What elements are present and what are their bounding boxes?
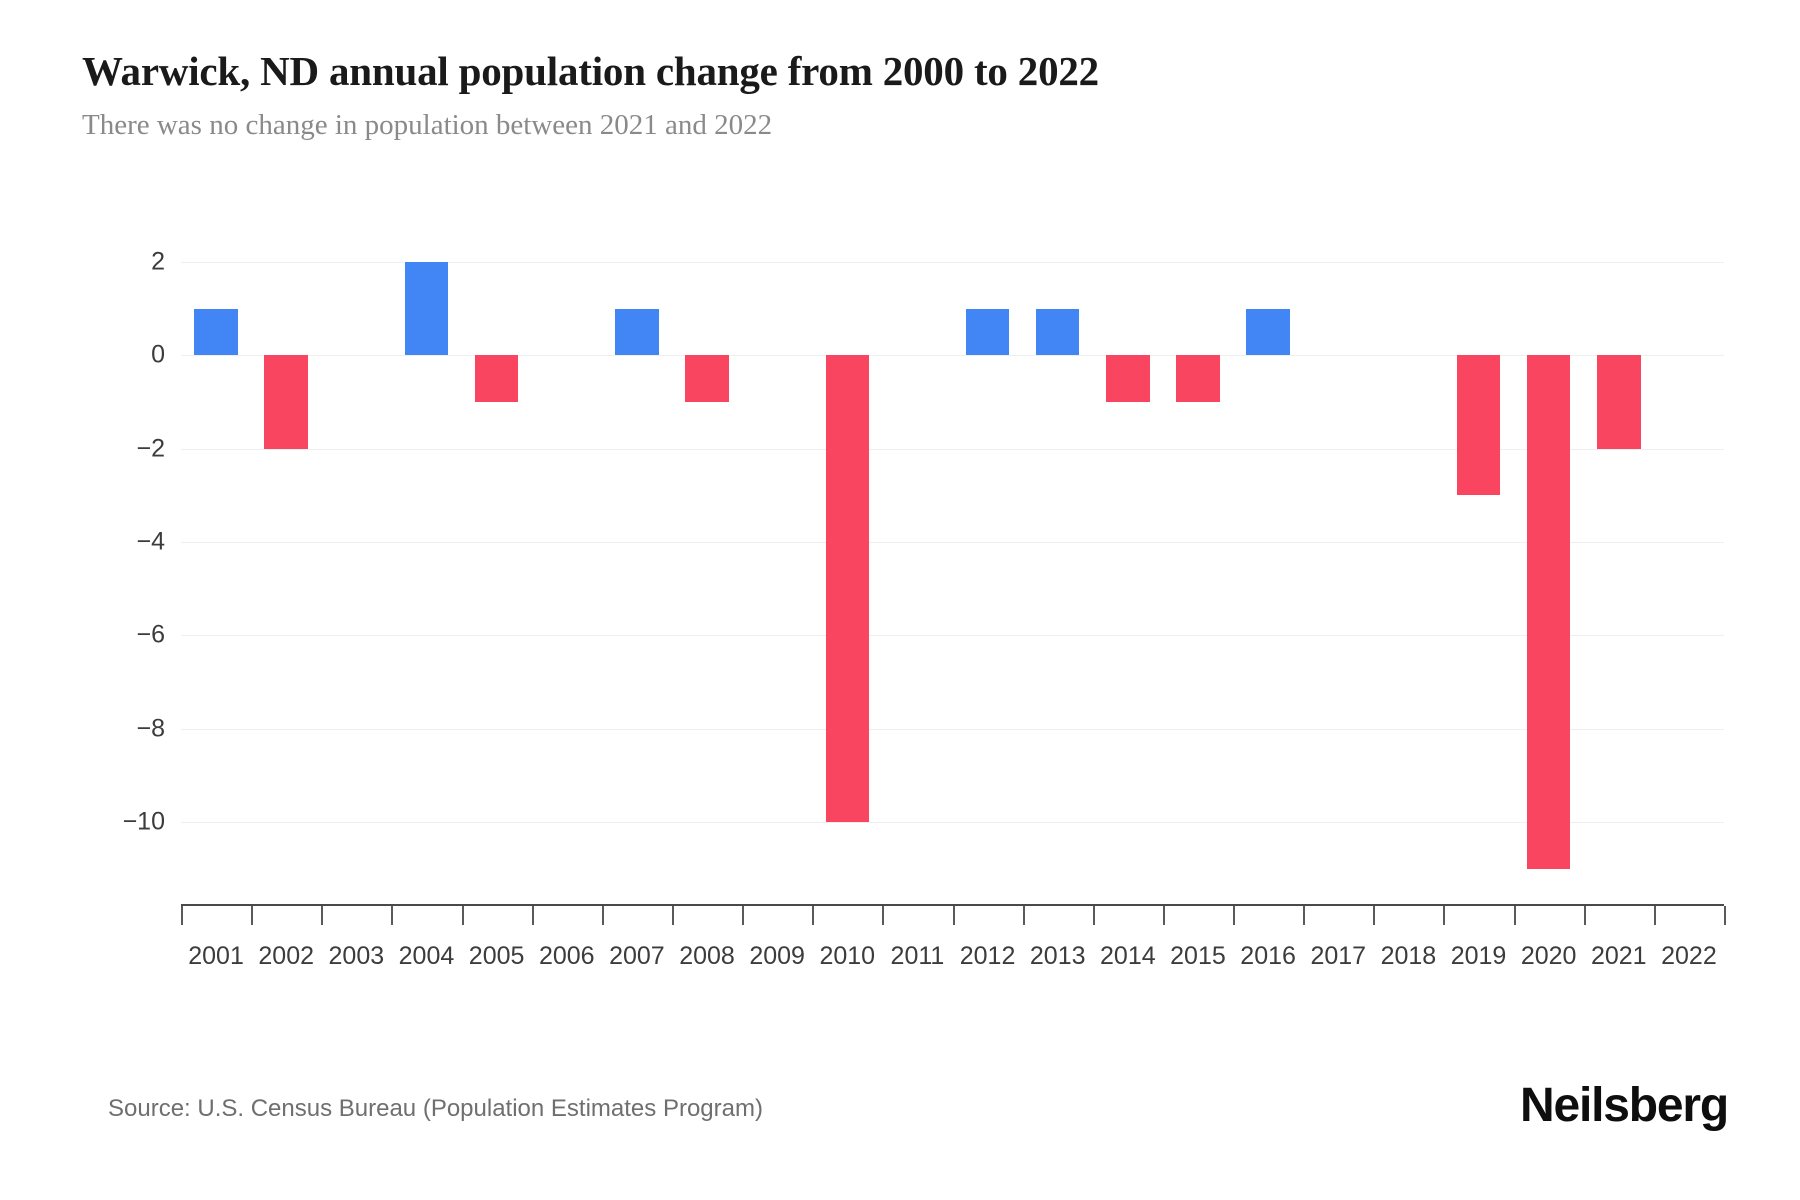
x-axis-tick (1022, 906, 1025, 925)
x-axis-tick (181, 906, 183, 925)
gridline--2 (181, 448, 1724, 450)
x-axis-tick (461, 906, 464, 925)
gridline--6 (181, 635, 1724, 637)
x-axis-tick (952, 906, 955, 925)
x-axis-label-2015: 2015 (1170, 942, 1226, 970)
x-axis-label-2021: 2021 (1590, 942, 1647, 970)
x-axis-label-2019: 2019 (1450, 942, 1507, 970)
x-axis-label-2004: 2004 (398, 942, 455, 970)
bar-2013 (1035, 308, 1080, 356)
bar-2001 (194, 308, 238, 356)
gridline--8 (181, 728, 1724, 730)
x-axis-tick (321, 906, 324, 925)
x-axis-label-2003: 2003 (328, 942, 385, 970)
bar-2004 (404, 262, 449, 356)
x-axis-label-2016: 2016 (1240, 942, 1296, 970)
x-axis-tick (742, 906, 745, 925)
chart-header: Warwick, ND annual population change fro… (82, 48, 1722, 142)
x-axis-label-2005: 2005 (468, 942, 525, 970)
x-axis-label-2006: 2006 (538, 942, 595, 970)
x-axis-label-2008: 2008 (679, 942, 735, 970)
y-axis-tick-label: −8 (136, 714, 165, 743)
gridline--4 (181, 542, 1724, 543)
x-axis-label-2014: 2014 (1100, 942, 1156, 970)
bar-2008 (685, 355, 729, 402)
bar-2021 (1597, 355, 1641, 449)
x-axis-label-2002: 2002 (258, 942, 315, 970)
x-axis-line (181, 904, 1724, 906)
x-axis-label-2011: 2011 (890, 942, 945, 970)
x-axis-tick (1653, 906, 1656, 925)
gridline-2 (181, 262, 1724, 263)
x-axis-tick (1092, 906, 1095, 925)
x-axis-tick (531, 906, 534, 925)
bar-2007 (615, 308, 659, 356)
bar-2016 (1246, 308, 1290, 356)
y-axis-tick-label: −10 (122, 807, 165, 836)
x-axis-tick (1162, 906, 1165, 925)
x-axis-label-2017: 2017 (1310, 942, 1367, 970)
bar-2002 (264, 355, 308, 449)
chart-subtitle: There was no change in population betwee… (82, 109, 773, 142)
y-axis-tick-label: 2 (151, 247, 165, 276)
x-axis-tick (391, 906, 394, 925)
x-axis-label-2018: 2018 (1380, 942, 1437, 970)
x-axis-tick (1513, 906, 1516, 925)
source-note: Source: U.S. Census Bureau (Population E… (108, 1095, 763, 1122)
gridline--10 (181, 822, 1724, 823)
x-axis-tick (812, 906, 815, 925)
gridlines-layer (181, 262, 1724, 823)
bar-2005 (474, 355, 519, 402)
x-axis-labels: 2001 2002 2003 2004 2005 2006 2007 2008 2009 2010… (181, 942, 1724, 982)
x-axis-label-2001: 2001 (188, 942, 244, 970)
bar-2015 (1176, 355, 1220, 402)
brand-logo: Neilsberg (1520, 1079, 1729, 1132)
y-axis-tick-label: −6 (136, 620, 165, 649)
y-axis-tick-label: −2 (136, 434, 165, 463)
x-axis-label-2009: 2009 (749, 942, 805, 970)
bars-layer (181, 262, 1724, 869)
page-title: Warwick, ND annual population change fro… (82, 48, 1099, 94)
bar-2014 (1106, 355, 1150, 402)
bar-2019 (1456, 355, 1501, 496)
bar-2010 (825, 355, 870, 822)
x-axis-tick (1303, 906, 1306, 925)
x-axis-label-2022: 2022 (1661, 942, 1717, 970)
x-axis-tick (1233, 906, 1236, 925)
x-axis-label-2020: 2020 (1520, 942, 1577, 970)
x-axis-tick (251, 906, 254, 925)
x-axis-tick (1373, 906, 1376, 925)
x-axis-ticks (181, 906, 1726, 926)
x-axis-label-2010: 2010 (819, 942, 876, 970)
y-axis-tick-label: −4 (136, 527, 165, 556)
x-axis-tick (671, 906, 674, 925)
x-axis-tick (1443, 906, 1446, 925)
x-axis-label-2007: 2007 (609, 942, 665, 970)
x-axis-tick (882, 906, 885, 925)
x-axis-tick (1583, 906, 1586, 925)
x-axis-label-2013: 2013 (1029, 942, 1086, 970)
y-axis-tick-label: 0 (151, 340, 165, 369)
gridline-0 (181, 355, 1724, 357)
bar-2012 (965, 308, 1010, 356)
bar-2020 (1526, 355, 1571, 869)
x-axis-tick (601, 906, 604, 925)
x-axis-label-2012: 2012 (959, 942, 1016, 970)
x-axis-tick (1724, 906, 1726, 925)
